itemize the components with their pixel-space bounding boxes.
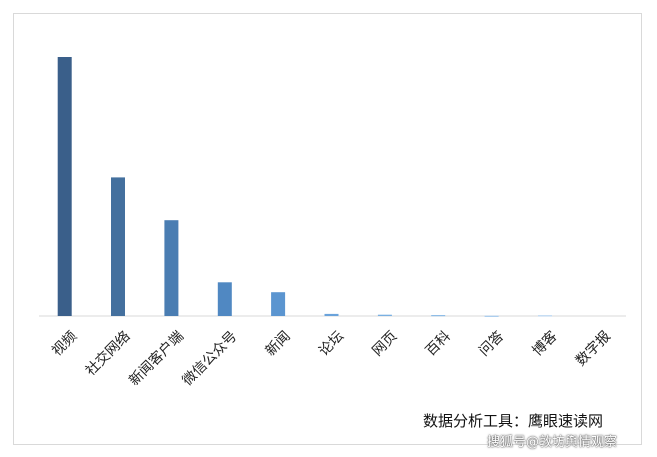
watermark: 搜狐号@敦坊舆情观察 — [487, 435, 618, 450]
bar-7 — [431, 315, 446, 317]
x-tick-label-10: 数字报 — [573, 328, 614, 369]
x-tick-label-2: 新闻客户端 — [126, 328, 188, 390]
x-tick-label-8: 问答 — [475, 328, 507, 360]
x-tick-label-1: 社交网络 — [82, 328, 134, 380]
x-tick-label-9: 博客 — [529, 328, 561, 360]
bar-8 — [484, 315, 499, 317]
bar-4 — [271, 292, 286, 316]
bar-5 — [324, 313, 339, 316]
x-tick-label-5: 论坛 — [316, 328, 347, 359]
x-tick-label-0: 视频 — [49, 328, 80, 359]
bar-0 — [57, 57, 72, 316]
analysis-tool-label: 数据分析工具：鹰眼速读网 — [423, 412, 604, 430]
bar-3 — [217, 282, 232, 316]
bar-1 — [111, 177, 125, 316]
x-tick-label-6: 网页 — [369, 328, 400, 359]
bar-9 — [538, 315, 552, 317]
bar-6 — [377, 314, 392, 316]
x-tick-label-4: 新闻 — [263, 328, 294, 359]
x-tick-label-3: 微信公众号 — [180, 328, 241, 389]
bar-2 — [164, 220, 179, 316]
x-tick-label-7: 百科 — [423, 328, 454, 359]
